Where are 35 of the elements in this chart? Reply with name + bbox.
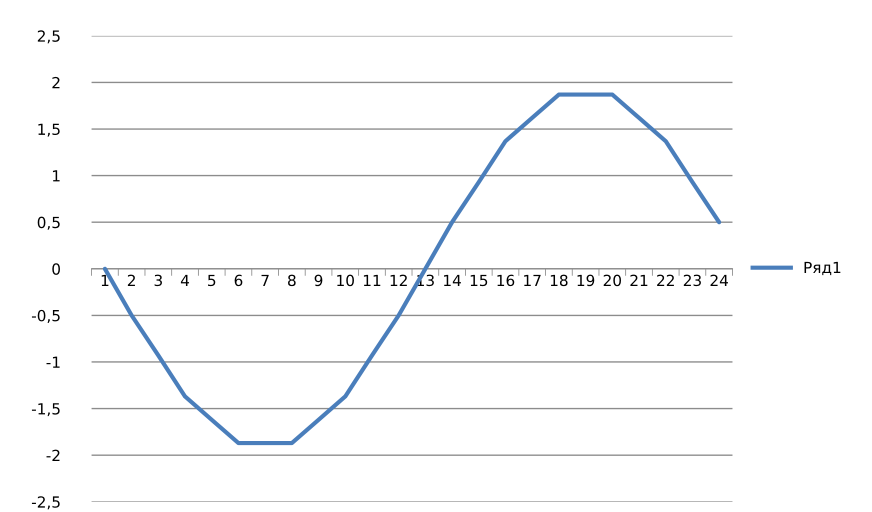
x-tick-label: 20 xyxy=(604,274,622,286)
x-tick-label: 22 xyxy=(657,274,674,286)
legend-label: Ряд1 xyxy=(804,262,840,276)
x-tick-label: 14 xyxy=(444,274,461,286)
x-tick-label: 19 xyxy=(578,274,594,286)
x-tick-label: 15 xyxy=(470,274,488,286)
x-tick-label: 17 xyxy=(524,274,541,286)
x-tick-label: 23 xyxy=(684,274,701,286)
x-tick-label: 3 xyxy=(154,274,162,286)
y-tick-label: -0,5 xyxy=(32,310,60,323)
x-tick-label: 2 xyxy=(128,274,135,286)
x-tick-label: 8 xyxy=(288,274,296,286)
y-tick-label: -1,5 xyxy=(32,403,60,416)
x-tick-label: 7 xyxy=(262,274,269,286)
x-tick-label: 12 xyxy=(390,274,407,286)
x-tick-label: 4 xyxy=(180,274,190,286)
x-tick-label: 10 xyxy=(337,274,354,286)
y-tick-label: -2 xyxy=(46,450,60,461)
y-tick-label: 0,5 xyxy=(38,216,60,230)
y-tick-label: 1 xyxy=(52,170,60,182)
x-tick-label: 1 xyxy=(102,274,108,286)
x-tick-label: 18 xyxy=(550,274,568,286)
x-tick-label: 9 xyxy=(314,274,322,286)
x-tick-label: 11 xyxy=(364,274,380,286)
y-tick-label: 2,5 xyxy=(38,30,60,44)
y-tick-label: 2 xyxy=(52,76,60,88)
y-tick-label: -1 xyxy=(46,356,60,368)
x-tick-label: 21 xyxy=(630,274,648,286)
x-tick-label: 16 xyxy=(497,274,514,286)
x-tick-label: 6 xyxy=(234,274,242,286)
x-tick-label: 24 xyxy=(710,274,728,286)
y-tick-label: -2,5 xyxy=(32,496,60,510)
x-tick-label: 5 xyxy=(208,274,216,286)
y-tick-label: 0 xyxy=(52,263,60,275)
y-tick-label: 1,5 xyxy=(38,124,60,137)
